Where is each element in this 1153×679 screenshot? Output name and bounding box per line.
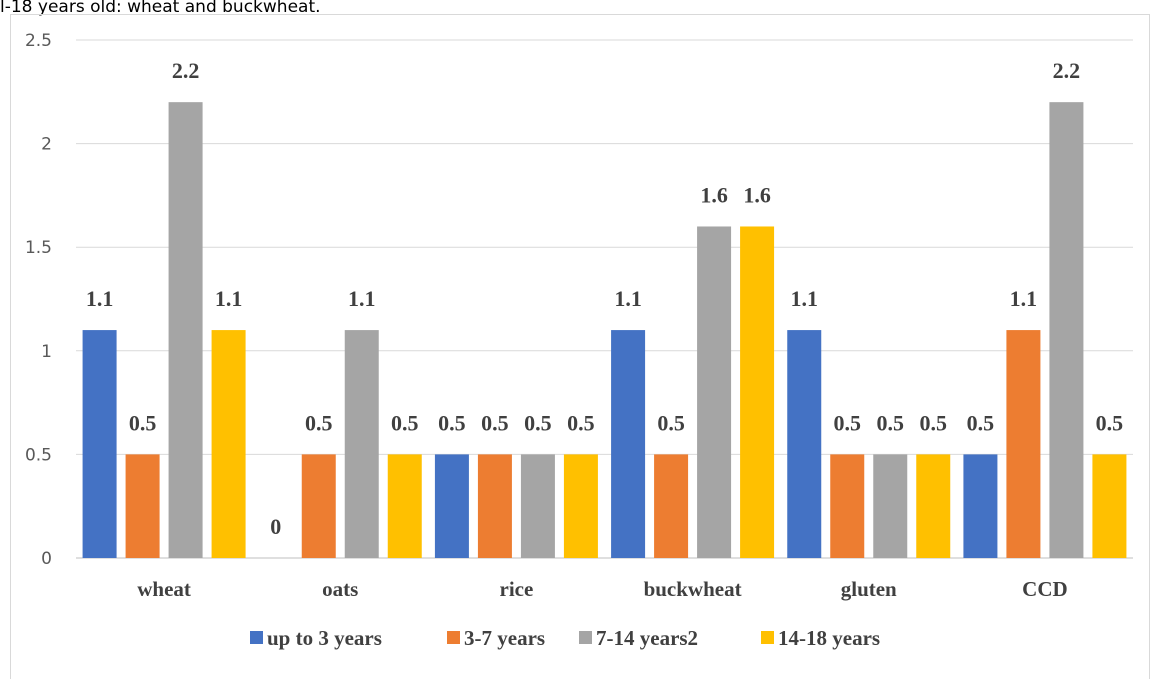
bar (477, 454, 512, 558)
data-labels: 1.1 0.5 2.2 1.1 0 0.5 1.1 0.5 0.5 0.5 0.5 0.5 1.1 0.5… (86, 58, 1123, 539)
data-label: 2.2 (1053, 58, 1081, 83)
bar (1006, 330, 1041, 558)
data-label: 1.1 (614, 286, 642, 311)
bar (434, 454, 469, 558)
y-tick-label: 0 (41, 549, 52, 569)
data-label: 2.2 (172, 58, 200, 83)
bar (563, 454, 598, 558)
data-label: 0.5 (920, 410, 948, 435)
data-label: 0.5 (567, 410, 595, 435)
y-tick-label: 2.5 (25, 31, 52, 51)
bar (344, 330, 379, 558)
x-axis-labels: wheat oats rice buckwheat gluten CCD (137, 577, 1067, 601)
legend-entry: 3-7 years (464, 626, 545, 650)
chart-caption: l-18 years old: wheat and buckwheat. (0, 0, 321, 17)
data-label: 0.5 (305, 410, 333, 435)
legend-swatch (250, 631, 263, 644)
data-label: 1.1 (791, 286, 819, 311)
data-label: 0.5 (877, 410, 905, 435)
y-tick-label: 0.5 (25, 445, 52, 465)
data-label: 0.5 (438, 410, 466, 435)
data-label: 0.5 (657, 410, 685, 435)
legend-swatch (447, 631, 460, 644)
y-tick-label: 2 (41, 135, 52, 155)
data-label: 0.5 (481, 410, 509, 435)
legend-entry: 7-14 years2 (596, 626, 698, 650)
data-label: 0.5 (524, 410, 552, 435)
y-tick-label: 1.5 (25, 238, 52, 258)
data-label: 1.1 (86, 286, 114, 311)
legend-entry: 14-18 years (778, 626, 880, 650)
bars (82, 102, 1127, 559)
data-label: 0.5 (1096, 410, 1124, 435)
x-category-label: wheat (137, 577, 191, 601)
data-label: 1.6 (743, 182, 771, 207)
bar (82, 330, 117, 558)
chart-frame (10, 14, 1150, 679)
bar (168, 102, 203, 558)
y-tick-label: 1 (41, 342, 52, 362)
bar (1049, 102, 1084, 558)
legend-swatch (579, 631, 592, 644)
y-axis-ticks: 0 0.5 1 1.5 2 2.5 (25, 31, 52, 569)
bar (873, 454, 908, 558)
data-label: 0.5 (834, 410, 862, 435)
data-label: 0.5 (967, 410, 995, 435)
x-category-label: buckwheat (644, 577, 742, 601)
bar (301, 454, 336, 558)
bar (830, 454, 865, 558)
bar (654, 454, 689, 558)
bar (916, 454, 951, 558)
data-label: 1.6 (700, 182, 728, 207)
bar (125, 454, 160, 558)
legend-swatch (761, 631, 774, 644)
x-category-label: rice (500, 577, 534, 601)
legend: up to 3 years 3-7 years 7-14 years2 14-18 y… (250, 626, 880, 650)
data-label: 1.1 (215, 286, 243, 311)
bar (787, 330, 822, 558)
data-label: 0.5 (129, 410, 157, 435)
x-category-label: CCD (1022, 577, 1068, 601)
data-label: 0 (270, 514, 281, 539)
data-label: 1.1 (1010, 286, 1038, 311)
x-category-label: oats (322, 577, 358, 601)
legend-entry: up to 3 years (267, 626, 382, 650)
bar (1092, 454, 1127, 558)
bar (740, 226, 775, 559)
data-label: 1.1 (348, 286, 376, 311)
gridlines (76, 39, 1133, 559)
bar (963, 454, 998, 558)
bar (697, 226, 732, 559)
x-category-label: gluten (841, 577, 897, 601)
data-label: 0.5 (391, 410, 419, 435)
bar (520, 454, 555, 558)
bar (611, 330, 646, 558)
bar (387, 454, 422, 558)
bar (211, 330, 246, 558)
